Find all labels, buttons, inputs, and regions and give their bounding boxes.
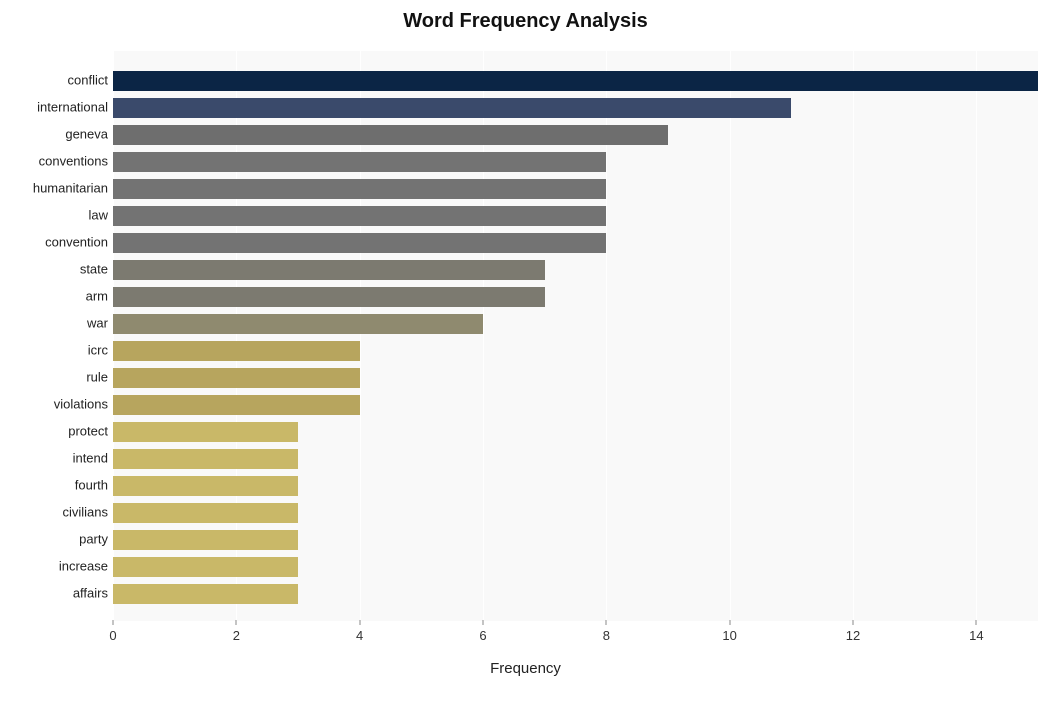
bar [113, 98, 791, 118]
x-tick-label: 4 [356, 628, 363, 643]
x-tick-label: 10 [722, 628, 736, 643]
y-tick-label: convention [45, 235, 108, 250]
x-tick-label: 14 [969, 628, 983, 643]
bar [113, 287, 545, 307]
bar [113, 395, 360, 415]
x-tick-label: 2 [233, 628, 240, 643]
bar [113, 125, 668, 145]
grid-line [730, 51, 731, 621]
bar [113, 449, 298, 469]
y-tick-label: conflict [68, 73, 108, 88]
bar [113, 206, 606, 226]
bar [113, 233, 606, 253]
y-tick-label: conventions [39, 154, 108, 169]
x-tick-mark [236, 620, 237, 625]
y-tick-label: intend [73, 451, 108, 466]
bar [113, 260, 545, 280]
x-tick-mark [483, 620, 484, 625]
bar [113, 557, 298, 577]
y-tick-label: law [88, 208, 108, 223]
chart-container: Word Frequency Analysis Frequency 0 2 4 6 8 1… [0, 0, 1051, 701]
y-tick-label: fourth [75, 478, 108, 493]
y-tick-label: humanitarian [33, 181, 108, 196]
bar [113, 422, 298, 442]
grid-line [853, 51, 854, 621]
x-tick-mark [729, 620, 730, 625]
x-tick-label: 6 [479, 628, 486, 643]
y-tick-label: arm [86, 289, 108, 304]
bar [113, 368, 360, 388]
y-tick-label: affairs [73, 586, 108, 601]
y-tick-label: geneva [65, 127, 108, 142]
plot-area [113, 50, 1038, 621]
grid-line [976, 51, 977, 621]
bar [113, 584, 298, 604]
x-tick-mark [606, 620, 607, 625]
y-tick-label: icrc [88, 343, 108, 358]
x-tick-label: 8 [603, 628, 610, 643]
y-tick-label: increase [59, 559, 108, 574]
chart-title: Word Frequency Analysis [0, 10, 1051, 33]
bar [113, 530, 298, 550]
bar [113, 314, 483, 334]
x-tick-mark [853, 620, 854, 625]
y-tick-label: war [87, 316, 108, 331]
bar [113, 71, 1038, 91]
y-tick-label: protect [68, 424, 108, 439]
bar [113, 341, 360, 361]
bar [113, 152, 606, 172]
x-tick-mark [113, 620, 114, 625]
bar [113, 503, 298, 523]
y-tick-label: party [79, 532, 108, 547]
y-tick-label: international [37, 100, 108, 115]
y-tick-label: civilians [62, 505, 108, 520]
bar [113, 179, 606, 199]
x-tick-label: 12 [846, 628, 860, 643]
x-tick-mark [976, 620, 977, 625]
x-axis-label: Frequency [0, 660, 1051, 677]
x-tick-label: 0 [109, 628, 116, 643]
y-tick-label: violations [54, 397, 108, 412]
y-tick-label: state [80, 262, 108, 277]
x-tick-mark [359, 620, 360, 625]
bar [113, 476, 298, 496]
y-tick-label: rule [86, 370, 108, 385]
